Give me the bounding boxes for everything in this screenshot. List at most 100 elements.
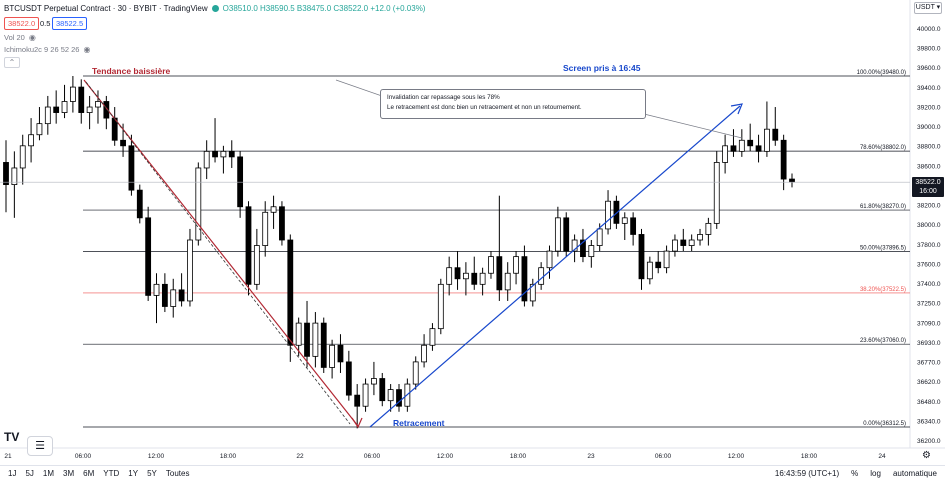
x-tick-label: 06:00 <box>364 453 381 460</box>
y-tick-label: 38000.0 <box>917 222 941 229</box>
eye-icon[interactable]: ◉ <box>83 45 91 54</box>
fib-level-label: 0.00%(36312.5) <box>863 421 906 427</box>
candle-body <box>95 101 101 108</box>
candle-body <box>655 261 662 269</box>
candle-body <box>270 206 277 213</box>
candle-body <box>738 139 745 152</box>
fib-level-label: 50.00%(37896.5) <box>860 245 906 251</box>
y-tick-label: 38800.0 <box>917 144 941 151</box>
candle-body <box>362 383 369 407</box>
sell-price-button[interactable]: 38522.0 <box>4 17 40 30</box>
candle-body <box>354 394 361 407</box>
candle-body <box>680 239 687 246</box>
trend-dashed-line <box>85 81 351 425</box>
x-tick-label: 22 <box>296 453 304 460</box>
indicator-volume[interactable]: Vol 20 ◉ <box>4 33 36 42</box>
candle-body <box>69 86 76 102</box>
callout-line-2: Le retracement est donc bien un retracem… <box>387 104 582 111</box>
x-tick-label: 18:00 <box>220 453 237 460</box>
x-tick-label: 12:00 <box>728 453 745 460</box>
period-3m[interactable]: 3M <box>63 468 75 478</box>
candle-body <box>646 261 653 280</box>
candle-body <box>605 200 611 230</box>
period-1d[interactable]: 1J <box>8 468 17 478</box>
y-tick-label: 39600.0 <box>917 65 941 72</box>
candle-body <box>371 378 377 385</box>
y-tick-label: 36930.0 <box>917 340 941 347</box>
candle-body <box>529 283 536 302</box>
buy-price-button[interactable]: 38522.5 <box>52 17 88 30</box>
candle-body <box>128 145 135 191</box>
period-6m[interactable]: 6M <box>83 468 95 478</box>
symbol-title[interactable]: BTCUSDT Perpetual Contract · 30 · BYBIT … <box>4 4 208 13</box>
indicator-volume-label: Vol 20 <box>4 33 25 42</box>
period-5y[interactable]: 5Y <box>147 468 157 478</box>
period-all[interactable]: Toutes <box>165 468 190 478</box>
candle-body <box>588 245 595 258</box>
candle-body <box>437 283 444 330</box>
y-tick-label: 37090.0 <box>917 320 941 327</box>
candle-body <box>312 322 319 357</box>
fib-level-label: 78.60%(38802.0) <box>860 145 906 151</box>
period-ytd[interactable]: YTD <box>103 468 120 478</box>
clock[interactable]: 16:43:59 (UTC+1) <box>774 468 840 478</box>
candle-body <box>462 272 469 280</box>
candle-body <box>212 150 218 158</box>
x-tick-label: 12:00 <box>437 453 454 460</box>
candle-body <box>538 267 545 285</box>
candle-body <box>621 217 628 224</box>
callout-note[interactable]: Invalidation car repassage sous les 78% … <box>380 89 646 119</box>
price-chart[interactable]: 40000.0 39800.0 39600.0 39400.0 39200.0 39000… <box>0 0 945 465</box>
currency-selector[interactable]: USDT ▾ <box>914 2 942 14</box>
candle-body <box>379 378 386 402</box>
fib-level-label: 23.60%(37060.0) <box>860 338 906 344</box>
candle-body <box>672 239 678 252</box>
period-5d[interactable]: 5J <box>25 468 34 478</box>
candle-body <box>3 162 9 185</box>
candle-body <box>320 322 327 368</box>
candle-body <box>103 101 110 119</box>
spread-value: 0.5 <box>40 19 51 28</box>
period-1m[interactable]: 1M <box>42 468 55 478</box>
chevron-up-icon[interactable]: ⌃ <box>4 57 20 68</box>
callout-line-1: Invalidation car repassage sous les 78% <box>387 94 500 101</box>
candle-body <box>789 178 795 183</box>
candle-body <box>471 272 478 285</box>
x-tick-label: 24 <box>878 453 886 460</box>
countdown-value: 16:00 <box>919 188 937 195</box>
candle-body <box>563 217 570 252</box>
market-status-icon <box>211 5 219 12</box>
gear-icon[interactable]: ⚙ <box>922 450 931 461</box>
x-tick-label: 06:00 <box>655 453 672 460</box>
screen-time-label: Screen pris à 16:45 <box>563 63 641 73</box>
candle-body <box>705 222 712 235</box>
candle-body <box>596 228 603 246</box>
candle-body <box>421 344 427 363</box>
candle-body <box>697 234 703 241</box>
indicator-ichimoku[interactable]: Ichimoku2c 9 26 52 26 ◉ <box>4 45 90 54</box>
candle-body <box>262 211 269 246</box>
candle-body <box>61 101 68 113</box>
candle-body <box>713 162 720 224</box>
candle-body <box>245 206 252 285</box>
x-tick-label: 06:00 <box>75 453 92 460</box>
hamburger-menu-icon[interactable]: ☰ <box>27 436 53 456</box>
candle-body <box>36 123 43 136</box>
eye-icon[interactable]: ◉ <box>28 33 36 42</box>
auto-scale-toggle[interactable]: automatique <box>892 468 937 478</box>
percent-toggle[interactable]: % <box>851 468 859 478</box>
last-price-tag: 38522.0 16:00 <box>912 177 944 197</box>
log-toggle[interactable]: log <box>870 468 881 478</box>
candle-body <box>203 150 210 169</box>
x-tick-label: 21 <box>4 453 12 460</box>
candle-body <box>345 361 352 396</box>
period-1y[interactable]: 1Y <box>128 468 139 478</box>
candle-body <box>86 106 93 113</box>
retracement-label: Retracement <box>393 418 445 428</box>
symbol-header: BTCUSDT Perpetual Contract · 30 · BYBIT … <box>4 4 425 13</box>
candle-body <box>178 289 185 302</box>
tradingview-logo-icon[interactable]: TV <box>4 430 20 444</box>
candle-body <box>304 322 310 357</box>
y-tick-label: 36480.0 <box>917 399 941 406</box>
y-tick-label: 39800.0 <box>917 46 941 53</box>
